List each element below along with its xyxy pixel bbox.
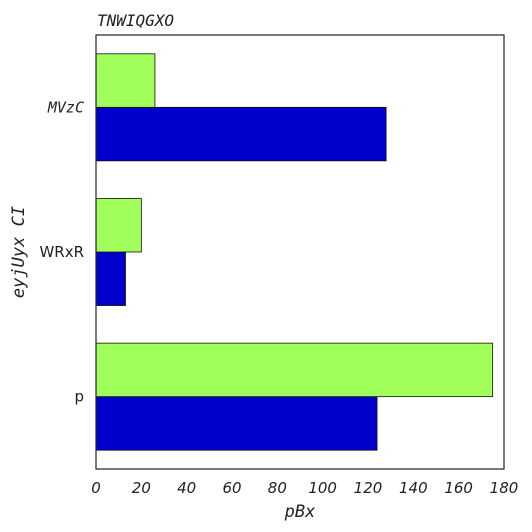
x-tick-label: 40	[177, 479, 196, 497]
x-tick-label: 120	[354, 479, 383, 497]
bar-WRxR-series-2	[95, 198, 142, 253]
bars-group	[95, 53, 494, 451]
x-tick-label: 160	[444, 479, 473, 497]
x-tick-label: 60	[222, 479, 241, 497]
x-tick-label: 20	[132, 479, 151, 497]
y-axis-ticks: p WRxR MVzC	[39, 98, 84, 405]
x-axis-label: pBx	[284, 502, 316, 522]
bar-p-series-2	[95, 342, 494, 398]
bar-MVzC-series-2	[95, 53, 156, 108]
x-tick-label: 80	[268, 479, 287, 497]
y-tick-label: MVzC	[47, 98, 84, 116]
chart-title: TNWIQGXO	[97, 11, 174, 30]
x-axis-ticks: 0 20 40 60 80 100 120 140 160 180	[91, 479, 518, 497]
y-tick-label: p	[74, 388, 84, 406]
x-tick-label: 140	[399, 479, 428, 497]
plot-frame	[95, 34, 505, 470]
x-tick-label: 180	[490, 479, 519, 497]
y-tick-label: WRxR	[39, 243, 84, 261]
bar-WRxR-series-1	[95, 251, 126, 306]
x-tick-label: 100	[308, 479, 337, 497]
bar-MVzC-series-1	[95, 106, 387, 162]
bar-p-series-1	[95, 396, 378, 451]
x-tick-label: 0	[91, 479, 101, 497]
y-axis-label: eyjUyx CI	[9, 206, 29, 298]
